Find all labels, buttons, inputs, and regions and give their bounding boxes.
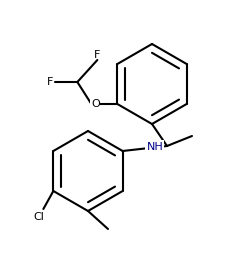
Text: O: O: [91, 99, 99, 109]
Text: NH: NH: [146, 141, 163, 152]
Text: F: F: [94, 50, 100, 60]
Text: Cl: Cl: [33, 212, 44, 222]
Text: F: F: [47, 77, 53, 87]
